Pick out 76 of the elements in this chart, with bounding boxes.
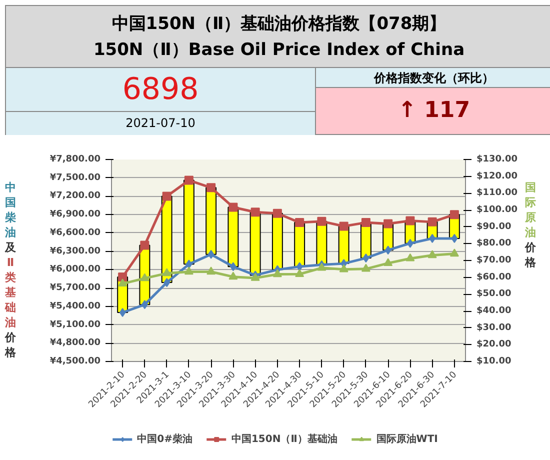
point	[118, 278, 128, 287]
point	[272, 269, 282, 278]
point	[361, 218, 370, 228]
point	[317, 262, 326, 271]
y-tick-label: ¥5,400.00	[50, 301, 101, 312]
y-tick-label: ¥6,300.00	[50, 246, 101, 256]
point	[140, 273, 150, 282]
point	[450, 248, 459, 257]
y-tick-label: ¥6,900.00	[50, 210, 101, 220]
y-tick-label: ¥7,200.00	[50, 191, 101, 202]
y2-axis-title: 国际原油价格	[525, 180, 536, 270]
point	[406, 216, 415, 226]
y2-tick-label: $40.00	[476, 306, 512, 316]
text: 中国柴油及Ⅱ类基础油价格	[5, 181, 16, 359]
text: 2021-07-10	[124, 115, 196, 132]
point	[339, 264, 348, 272]
point	[228, 202, 238, 212]
y-tick-label: ¥6,000.00	[50, 264, 101, 275]
point	[208, 250, 214, 259]
legend-label: 国际原油WTI	[376, 432, 438, 446]
y2-tick-label: $100.00	[476, 205, 518, 215]
point	[428, 250, 437, 258]
bar	[183, 180, 194, 265]
point	[384, 258, 393, 266]
chart-title: 中国150N（Ⅱ）基础油价格指数【078期】	[110, 13, 448, 36]
point	[228, 272, 238, 280]
point	[406, 253, 415, 262]
y-tick-label: ¥7,500.00	[50, 172, 101, 183]
y2-tick-label: $30.00	[476, 322, 512, 333]
legend-label: 中国0#柴油	[137, 432, 192, 446]
point	[451, 234, 458, 243]
legend-label: 中国150N（Ⅱ）基础油	[231, 432, 338, 446]
y-tick-label: ¥4,800.00	[50, 338, 101, 348]
point	[450, 210, 459, 220]
y-tick-label: ¥6,600.00	[50, 228, 101, 238]
bar	[206, 187, 217, 255]
point	[184, 176, 194, 185]
point	[250, 208, 260, 217]
y-tick-label: ¥5,100.00	[50, 320, 101, 330]
point	[384, 219, 393, 228]
point	[206, 183, 216, 192]
chart-subtitle: 150N（Ⅱ）Base Oil Price Index of China	[92, 39, 466, 62]
y2-tick-label: $130.00	[476, 154, 518, 164]
y2-tick-label: $110.00	[476, 188, 518, 198]
point	[339, 222, 348, 231]
point	[186, 260, 192, 269]
point	[119, 308, 126, 318]
point	[296, 262, 303, 272]
y2-tick-label: $80.00	[476, 238, 512, 249]
point	[428, 217, 437, 226]
y2-tick-label: $60.00	[476, 272, 512, 282]
y2-tick-label: $20.00	[476, 340, 512, 350]
point	[295, 218, 304, 228]
point	[361, 264, 370, 272]
y2-tick-label: $90.00	[476, 222, 512, 232]
point	[272, 208, 282, 218]
text: 价格指数变化（环比）	[316, 68, 550, 88]
y-tick-label: ¥5,700.00	[50, 283, 101, 294]
y2-tick-label: $120.00	[476, 171, 518, 182]
point	[362, 254, 370, 263]
point	[162, 192, 172, 201]
y-tick-label: ¥7,800.00	[50, 154, 101, 164]
point	[162, 268, 172, 276]
point	[184, 266, 194, 275]
point	[384, 246, 392, 255]
point	[295, 269, 304, 277]
text: ↑ 117	[316, 88, 550, 134]
point	[317, 216, 326, 226]
y2-tick-label: $50.00	[476, 289, 512, 300]
point	[206, 266, 216, 275]
text: 6898	[6, 68, 315, 112]
y2-tick-label: $70.00	[476, 256, 512, 266]
point	[118, 272, 128, 282]
y-tick-label: ¥4,500.00	[50, 356, 101, 366]
point	[140, 240, 150, 250]
y2-tick-label: $10.00	[476, 356, 512, 366]
